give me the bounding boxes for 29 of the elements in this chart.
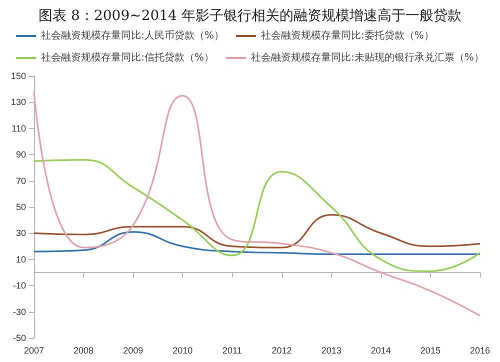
y-tick-label: 130 (10, 97, 26, 108)
x-tick-label: 2007 (24, 346, 44, 356)
x-tick-label: 2014 (370, 346, 391, 356)
y-tick-label: -30 (12, 306, 26, 317)
y-tick-label: -50 (12, 333, 26, 343)
legend-label: 社会融资规模存量同比:未贴现的银行承兑汇票（%） (251, 52, 484, 64)
y-tick-label: 150 (10, 71, 26, 81)
y-tick-label: 70 (16, 176, 26, 186)
x-tick-label: 2016 (470, 346, 490, 356)
x-tick-label: 2012 (272, 346, 292, 356)
x-tick-label: 2011 (222, 346, 242, 356)
line-series (33, 90, 481, 317)
y-tick-label: -10 (12, 280, 26, 291)
y-tick-label: 90 (16, 150, 26, 160)
y-tick-label: 50 (16, 202, 26, 212)
x-tick-label: 2013 (321, 346, 342, 356)
x-tick-label: 2010 (172, 346, 193, 356)
line-series (33, 214, 481, 248)
y-tick-label: 110 (12, 123, 26, 134)
legend-label: 社会融资规模存量同比:信托贷款（%） (41, 52, 214, 64)
chart-title: 图表 8：2009~2014 年影子银行相关的融资规模增速高于一般贷款 (38, 8, 462, 24)
x-tick-label: 2009 (123, 346, 144, 356)
line-series (33, 231, 481, 255)
legend-label: 社会融资规模存量同比:人民币贷款（%） (41, 30, 224, 42)
x-tick-label: 2008 (74, 346, 94, 356)
legend-label: 社会融资规模存量同比:委托贷款（%） (261, 30, 434, 42)
y-tick-label: 30 (16, 228, 26, 238)
y-tick-label: 10 (16, 254, 26, 264)
x-tick-label: 2015 (420, 346, 440, 356)
